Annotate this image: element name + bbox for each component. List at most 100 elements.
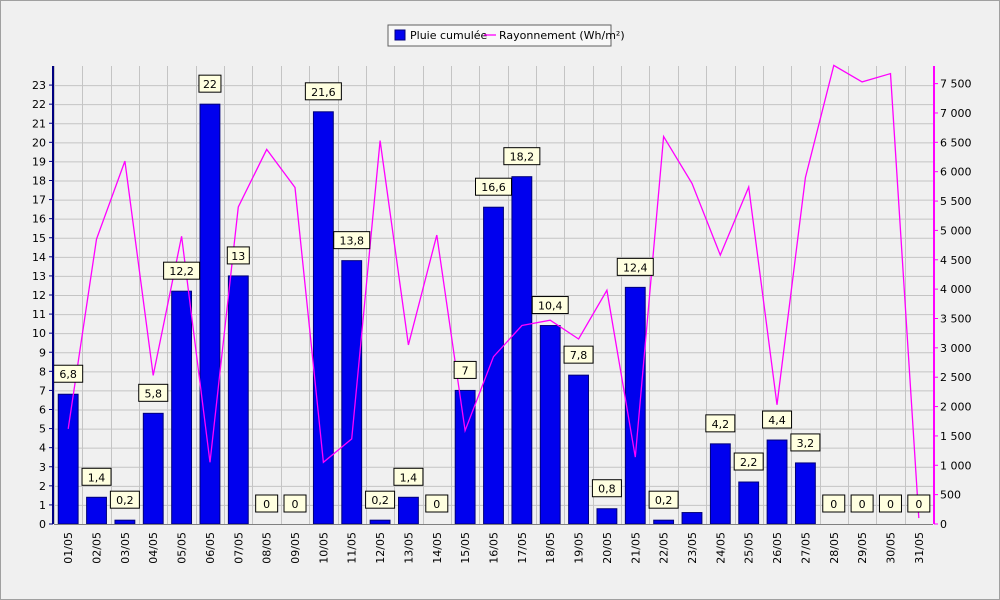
data-label-box — [138, 383, 169, 402]
data-label-text: 0 — [887, 498, 894, 511]
bar — [766, 439, 788, 525]
bar — [341, 260, 363, 525]
bar — [681, 512, 703, 525]
data-label-text: 0,8 — [598, 483, 616, 496]
y-right-tick-label: 6 000 — [940, 166, 972, 179]
legend: Pluie cumulée Rayonnement (Wh/m²) — [387, 24, 625, 47]
x-tick-label: 05/05 — [176, 532, 189, 564]
data-label: 0 — [283, 494, 307, 513]
bar — [511, 176, 533, 525]
y-left-tick-label: 17 — [32, 194, 46, 207]
data-label-box — [81, 467, 112, 486]
y-right-tick-label: 5 500 — [940, 195, 972, 208]
data-label: 7,8 — [563, 345, 594, 364]
data-label-text: 0,2 — [116, 494, 134, 507]
data-label-box — [255, 494, 279, 513]
data-label-box — [365, 490, 396, 509]
y-left-tick-label: 10 — [32, 327, 46, 340]
y-left-tick-label: 8 — [39, 365, 46, 378]
y-left-tick-label: 13 — [32, 270, 46, 283]
x-tick-label: 01/05 — [62, 532, 75, 564]
data-label-box — [226, 246, 250, 265]
data-label-box — [790, 433, 821, 452]
data-label-text: 0 — [292, 498, 299, 511]
data-label-box — [705, 414, 736, 433]
y-left-tick-label: 15 — [32, 232, 46, 245]
data-label: 5,8 — [138, 383, 169, 402]
data-label-text: 21,6 — [311, 86, 336, 99]
bar — [624, 286, 646, 525]
data-label-text: 13,8 — [339, 235, 364, 248]
data-label-text: 16,6 — [481, 181, 506, 194]
data-label-box — [591, 479, 622, 498]
data-label: 13 — [226, 246, 250, 265]
bar — [398, 496, 419, 525]
data-label-box — [163, 261, 201, 280]
data-label-box — [563, 345, 594, 364]
data-label-text: 0 — [859, 498, 866, 511]
data-label: 7 — [453, 360, 477, 379]
x-tick-label: 25/05 — [743, 532, 756, 564]
data-label-text: 0 — [830, 498, 837, 511]
y-left-tick-label: 23 — [32, 79, 46, 92]
data-label-text: 5,8 — [144, 387, 162, 400]
y-left-tick-label: 3 — [39, 461, 46, 474]
data-label-text: 0 — [433, 498, 440, 511]
y-right-tick-label: 4 000 — [940, 283, 972, 296]
data-label: 0,2 — [109, 490, 140, 509]
y-left-tick-label: 19 — [32, 155, 46, 168]
y-left-tick-label: 1 — [39, 499, 46, 512]
data-label: 4,4 — [762, 410, 793, 429]
x-tick-label: 10/05 — [317, 532, 330, 564]
data-label: 12,4 — [616, 257, 654, 276]
data-label-text: 18,2 — [510, 151, 535, 164]
data-label: 0,8 — [591, 479, 622, 498]
bar — [114, 519, 136, 525]
bar — [454, 389, 476, 525]
x-tick-label: 24/05 — [714, 532, 727, 564]
bar — [142, 412, 164, 525]
data-label-box — [283, 494, 307, 513]
data-label-box — [616, 257, 654, 276]
y-right-tick-label: 3 500 — [940, 312, 972, 325]
x-tick-label: 02/05 — [91, 532, 104, 564]
data-label-text: 6,8 — [59, 368, 77, 381]
legend-box — [387, 24, 612, 47]
y-left-tick-label: 21 — [32, 117, 46, 130]
data-label: 0 — [907, 494, 931, 513]
data-label: 0,2 — [365, 490, 396, 509]
x-tick-label: 20/05 — [601, 532, 614, 564]
x-tick-label: 04/05 — [147, 532, 160, 564]
legend-swatch-bar — [394, 29, 406, 41]
x-tick-label: 22/05 — [658, 532, 671, 564]
data-label: 0 — [425, 494, 449, 513]
legend-label-pluie: Pluie cumulée — [410, 29, 488, 42]
data-label-box — [531, 296, 569, 315]
y-left-tick-label: 5 — [39, 423, 46, 436]
x-tick-label: 18/05 — [544, 532, 557, 564]
y-right-tick-label: 7 000 — [940, 107, 972, 120]
data-label-text: 3,2 — [797, 437, 815, 450]
y-right-tick-label: 4 500 — [940, 254, 972, 267]
y-right-tick-label: 1 500 — [940, 430, 972, 443]
y-left-tick-label: 12 — [32, 289, 46, 302]
data-label-box — [453, 360, 477, 379]
data-label-text: 0 — [915, 498, 922, 511]
data-label-box — [109, 490, 140, 509]
data-label-text: 13 — [231, 250, 245, 263]
data-label: 10,4 — [531, 296, 569, 315]
bar — [568, 374, 589, 525]
data-label: 1,4 — [393, 467, 424, 486]
bar — [227, 275, 249, 525]
y-left-tick-label: 7 — [39, 384, 46, 397]
data-label-box — [198, 74, 222, 93]
y-right-tick-label: 1 000 — [940, 459, 972, 472]
data-label-text: 7,8 — [570, 349, 588, 362]
data-label: 3,2 — [790, 433, 821, 452]
x-tick-label: 06/05 — [204, 532, 217, 564]
data-label: 0 — [850, 494, 874, 513]
data-label: 1,4 — [81, 467, 112, 486]
y-left-tick-label: 11 — [32, 308, 46, 321]
bar — [86, 496, 107, 525]
